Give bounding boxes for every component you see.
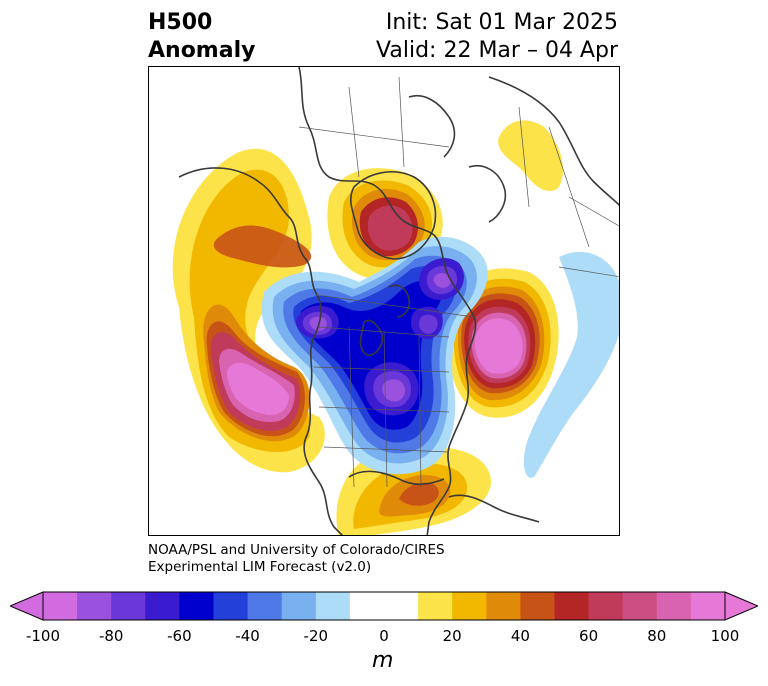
plot-title-variable: H500 Anomaly <box>148 9 255 65</box>
title-variable-line2: Anomaly <box>148 38 256 63</box>
colorbar-tick-label: 0 <box>379 627 389 645</box>
anomaly-negative-atlantic <box>523 252 619 478</box>
colorbar-segment <box>486 592 521 620</box>
valid-date-label: Valid: 22 Mar – 04 Apr <box>376 38 618 63</box>
colorbar-tick-label: 40 <box>510 627 530 645</box>
political-borders <box>298 76 619 488</box>
plot-title-dates: Init: Sat 01 Mar 2025 Valid: 22 Mar – 04… <box>376 9 618 65</box>
colorbar-tick-label: -20 <box>303 627 329 645</box>
colorbar-tick-label: -80 <box>98 627 124 645</box>
init-date-label: Init: Sat 01 Mar 2025 <box>385 10 618 35</box>
colorbar-tick-label: 100 <box>710 627 740 645</box>
colorbar-segment <box>77 592 112 620</box>
neutral-patch <box>149 285 159 325</box>
anomaly-map <box>148 66 620 536</box>
colorbar-tick-labels: -100 -80 -60 -40 -20 0 20 40 60 80 100 <box>0 627 768 647</box>
anomaly-negative-cores <box>296 258 464 416</box>
colorbar-segment <box>418 592 453 620</box>
anomaly-positive-northeast <box>498 120 564 192</box>
colorbar-segment <box>43 592 78 620</box>
title-variable-line1: H500 <box>148 10 213 35</box>
colorbar-segment <box>520 592 555 620</box>
credit-line2: Experimental LIM Forecast (v2.0) <box>148 559 372 575</box>
colorbar-segment <box>384 592 419 620</box>
colorbar-segment <box>588 592 624 620</box>
colorbar-frame <box>42 591 726 621</box>
colorbar-tick-label: -60 <box>167 627 192 645</box>
colorbar-segment <box>145 592 180 620</box>
colorbar-segment <box>213 592 249 620</box>
colorbar-tick-label: -100 <box>25 627 61 645</box>
colorbar-segment <box>247 592 283 620</box>
anomaly-map-svg <box>149 67 619 535</box>
colorbar-under-arrow <box>10 591 44 621</box>
colorbar-tick-label: 20 <box>442 627 462 645</box>
colorbar-segment <box>452 592 487 620</box>
anomaly-positive-pacific <box>172 148 325 473</box>
colorbar-segment <box>315 592 351 620</box>
colorbar-segment <box>179 592 214 620</box>
colorbar-segment <box>349 592 385 620</box>
colorbar-segment <box>622 592 658 620</box>
colorbar-tick-label: 80 <box>647 627 667 645</box>
colorbar-over-arrow <box>724 591 758 621</box>
colorbar-segment <box>554 592 590 620</box>
credit-line1: NOAA/PSL and University of Colorado/CIRE… <box>148 542 445 558</box>
data-credit: NOAA/PSL and University of Colorado/CIRE… <box>148 542 445 576</box>
colorbar-unit-label: m <box>372 648 394 673</box>
colorbar-segment <box>281 592 317 620</box>
anomaly-positive-atlantic <box>447 268 559 418</box>
colorbar-tick-label: -40 <box>235 627 260 645</box>
colorbar-segment <box>656 592 692 620</box>
colorbar-tick-label: 60 <box>579 627 599 645</box>
colorbar-segment <box>111 592 146 620</box>
colorbar <box>10 591 758 621</box>
coastlines <box>178 67 619 535</box>
colorbar-segment <box>690 592 726 620</box>
anomaly-positive-greenland <box>327 168 443 280</box>
